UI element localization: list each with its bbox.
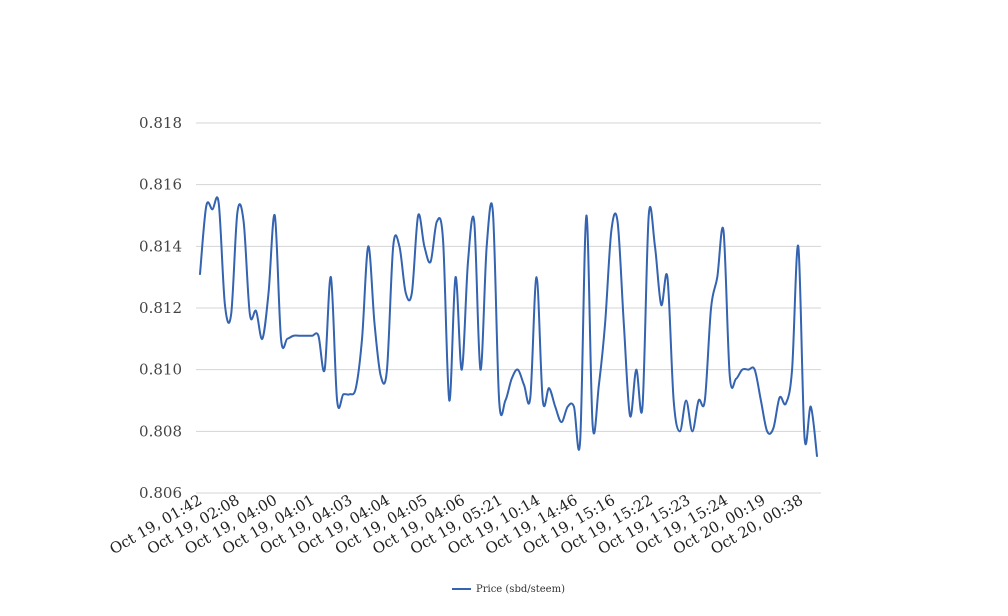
y-tick-label: 0.806 bbox=[139, 484, 182, 502]
y-axis-ticks: 0.806 0.808 0.810 0.812 0.814 0.816 0.818 bbox=[139, 114, 182, 502]
y-tick-label: 0.808 bbox=[139, 422, 182, 440]
y-tick-label: 0.818 bbox=[139, 114, 182, 132]
series-line-price bbox=[199, 196, 818, 457]
y-tick-label: 0.814 bbox=[139, 237, 182, 255]
series-layer bbox=[199, 196, 818, 457]
y-tick-label: 0.816 bbox=[139, 176, 182, 194]
legend: Price (sbd/steem) bbox=[452, 584, 565, 595]
y-tick-label: 0.810 bbox=[139, 361, 182, 379]
y-tick-label: 0.812 bbox=[139, 299, 182, 317]
legend-label: Price (sbd/steem) bbox=[476, 584, 565, 595]
gridlines bbox=[196, 122, 821, 494]
